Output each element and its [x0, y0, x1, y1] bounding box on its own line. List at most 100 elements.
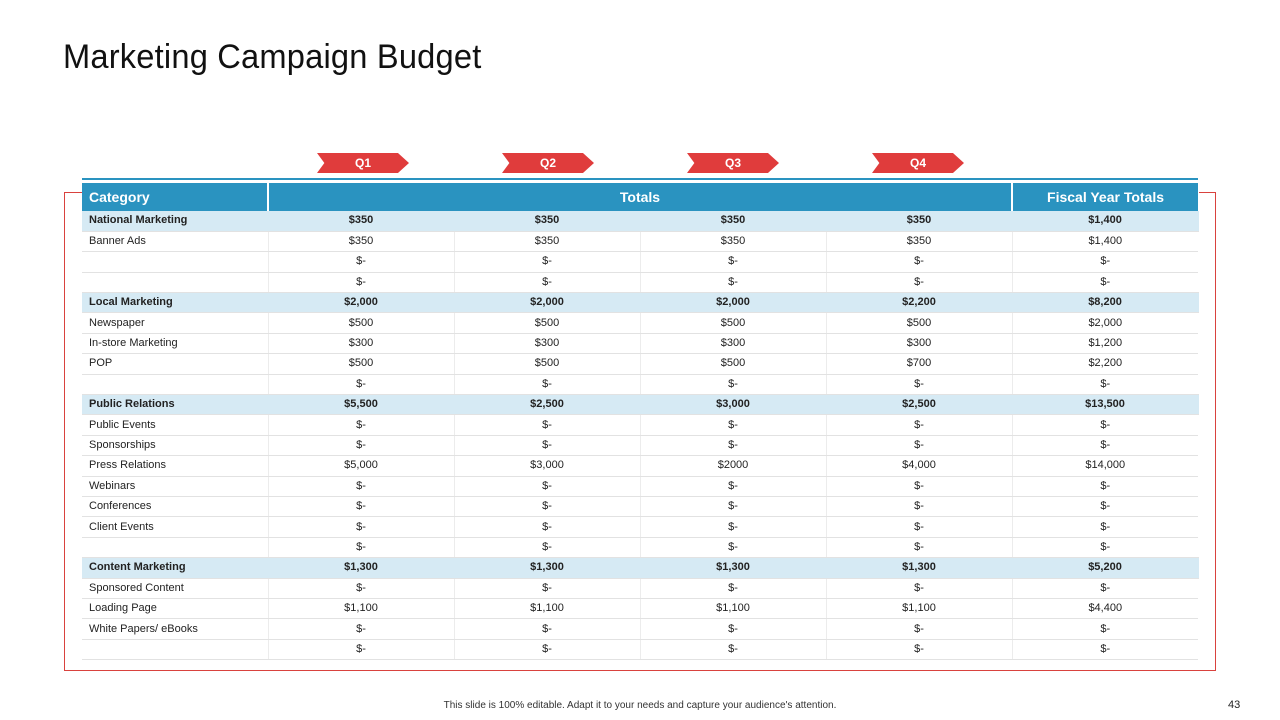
q1-cell: $- — [268, 618, 455, 640]
q4-cell: $- — [826, 537, 1013, 559]
table-header-row: Category Totals Fiscal Year Totals — [82, 183, 1199, 211]
table-row: $- $- $- $- $- — [82, 374, 1199, 396]
q2-cell: $- — [454, 578, 641, 599]
q2-cell: $- — [454, 476, 641, 497]
q1-cell: $350 — [268, 211, 455, 232]
row-category-cell — [82, 251, 269, 273]
q4-cell: $- — [826, 476, 1013, 497]
group-row: National Marketing $350 $350 $350 $350 $1,400 — [82, 211, 1199, 232]
q4-cell: $2,500 — [826, 394, 1013, 416]
q2-cell: $1,100 — [454, 598, 641, 620]
fiscal-year-total-cell: $- — [1012, 414, 1199, 436]
row-category-cell: POP — [82, 353, 269, 375]
fiscal-year-total-cell: $- — [1012, 435, 1199, 457]
q2-cell: $500 — [454, 353, 641, 375]
q3-cell: $- — [640, 516, 827, 538]
q1-cell: $- — [268, 516, 455, 538]
q4-cell: $2,200 — [826, 292, 1013, 314]
row-category-cell: Client Events — [82, 516, 269, 538]
table-row: Webinars $- $- $- $- $- — [82, 476, 1199, 497]
quarter-tag-q3: Q3 — [687, 153, 779, 173]
fiscal-year-total-cell: $- — [1012, 639, 1199, 661]
q1-cell: $- — [268, 476, 455, 497]
q3-cell: $- — [640, 272, 827, 294]
q4-cell: $1,300 — [826, 557, 1013, 579]
q3-cell: $- — [640, 476, 827, 497]
header-totals: Totals — [268, 183, 1014, 211]
table-row: Banner Ads $350 $350 $350 $350 $1,400 — [82, 231, 1199, 253]
q1-cell: $- — [268, 578, 455, 599]
q4-cell: $- — [826, 516, 1013, 538]
row-category-cell: Sponsorships — [82, 435, 269, 457]
q4-cell: $- — [826, 414, 1013, 436]
table-row: $- $- $- $- $- — [82, 251, 1199, 273]
q4-cell: $- — [826, 251, 1013, 273]
q2-cell: $- — [454, 374, 641, 396]
group-row: Local Marketing $2,000 $2,000 $2,000 $2,200 $… — [82, 292, 1199, 314]
q2-cell: $- — [454, 618, 641, 640]
q1-cell: $350 — [268, 231, 455, 253]
q3-cell: $350 — [640, 211, 827, 232]
fiscal-year-total-cell: $2,200 — [1012, 353, 1199, 375]
q3-cell: $- — [640, 496, 827, 518]
quarter-tag-q1: Q1 — [317, 153, 409, 173]
q3-cell: $2000 — [640, 455, 827, 477]
fiscal-year-total-cell: $1,200 — [1012, 333, 1199, 355]
table-row: Sponsorships $- $- $- $- $- — [82, 435, 1199, 457]
fiscal-year-total-cell: $4,400 — [1012, 598, 1199, 620]
q2-cell: $1,300 — [454, 557, 641, 579]
q1-cell: $2,000 — [268, 292, 455, 314]
header-fiscal-year-totals: Fiscal Year Totals — [1012, 183, 1199, 211]
q4-cell: $350 — [826, 211, 1013, 232]
q4-cell: $- — [826, 374, 1013, 396]
q3-cell: $- — [640, 251, 827, 273]
q1-cell: $1,100 — [268, 598, 455, 620]
q1-cell: $- — [268, 414, 455, 436]
table-row: Loading Page $1,100 $1,100 $1,100 $1,100 $4,4… — [82, 598, 1199, 620]
row-category-cell: Newspaper — [82, 312, 269, 334]
q3-cell: $3,000 — [640, 394, 827, 416]
q4-cell: $4,000 — [826, 455, 1013, 477]
table-row: White Papers/ eBooks $- $- $- $- $- — [82, 618, 1199, 640]
q1-cell: $- — [268, 374, 455, 396]
q2-cell: $- — [454, 537, 641, 559]
q3-cell: $- — [640, 414, 827, 436]
q1-cell: $- — [268, 272, 455, 294]
q2-cell: $3,000 — [454, 455, 641, 477]
q3-cell: $- — [640, 639, 827, 661]
fiscal-year-total-cell: $- — [1012, 251, 1199, 273]
page-title: Marketing Campaign Budget — [63, 38, 482, 76]
q3-cell: $- — [640, 435, 827, 457]
budget-table: Category Totals Fiscal Year Totals Natio… — [82, 183, 1199, 661]
row-category-cell: Conferences — [82, 496, 269, 518]
q4-cell: $- — [826, 496, 1013, 518]
header-category: Category — [82, 183, 269, 211]
q3-cell: $350 — [640, 231, 827, 253]
fiscal-year-total-cell: $2,000 — [1012, 312, 1199, 334]
row-category-cell: In-store Marketing — [82, 333, 269, 355]
q3-cell: $1,300 — [640, 557, 827, 579]
row-category-cell: Local Marketing — [82, 292, 269, 314]
q4-cell: $500 — [826, 312, 1013, 334]
fiscal-year-total-cell: $- — [1012, 618, 1199, 640]
footer-note: This slide is 100% editable. Adapt it to… — [443, 700, 837, 711]
row-category-cell: Public Events — [82, 414, 269, 436]
row-category-cell: Sponsored Content — [82, 578, 269, 599]
q2-cell: $350 — [454, 211, 641, 232]
row-category-cell: National Marketing — [82, 211, 269, 232]
fiscal-year-total-cell: $14,000 — [1012, 455, 1199, 477]
row-category-cell: White Papers/ eBooks — [82, 618, 269, 640]
fiscal-year-total-cell: $1,400 — [1012, 231, 1199, 253]
q4-cell: $- — [826, 618, 1013, 640]
row-category-cell: Webinars — [82, 476, 269, 497]
table-row: Sponsored Content $- $- $- $- $- — [82, 578, 1199, 599]
q4-cell: $300 — [826, 333, 1013, 355]
group-row: Public Relations $5,500 $2,500 $3,000 $2,500… — [82, 394, 1199, 416]
fiscal-year-total-cell: $- — [1012, 578, 1199, 599]
q3-cell: $- — [640, 578, 827, 599]
q1-cell: $1,300 — [268, 557, 455, 579]
table-row: POP $500 $500 $500 $700 $2,200 — [82, 353, 1199, 375]
q1-cell: $- — [268, 639, 455, 661]
q2-cell: $350 — [454, 231, 641, 253]
q2-cell: $- — [454, 251, 641, 273]
